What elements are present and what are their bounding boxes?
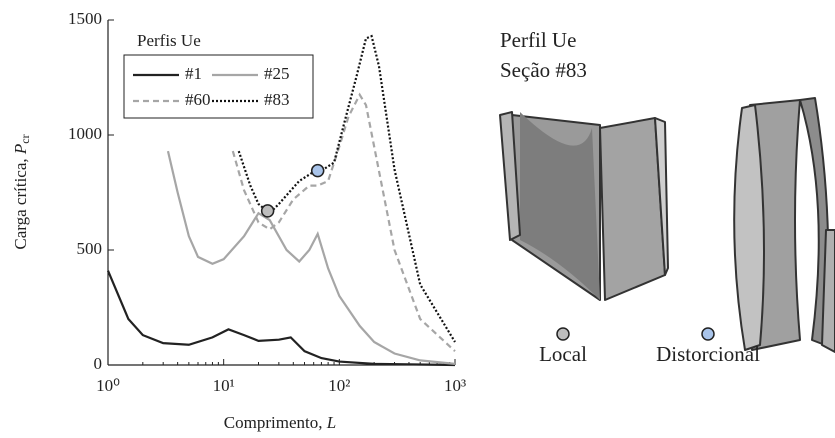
x-axis-label: Comprimento, L (224, 413, 336, 432)
x-axis-label-text: Comprimento, (224, 413, 327, 432)
series-line (231, 92, 456, 353)
y-tick-label: 1000 (68, 124, 102, 143)
x-tick-label: 10³ (444, 376, 466, 395)
legend-label: #1 (185, 64, 202, 83)
distortional-buckling-shape (733, 97, 835, 353)
x-tick-label: 10² (328, 376, 350, 395)
marker (310, 163, 325, 178)
legend-label: #25 (264, 64, 290, 83)
y-axis-label-text: Carga crítica, (11, 154, 30, 250)
y-tick-label: 500 (77, 239, 103, 258)
series-line (166, 150, 456, 365)
legend-label: #60 (185, 90, 211, 109)
series-line (106, 270, 456, 367)
y-tick-label: 1500 (68, 9, 102, 28)
marker-key (701, 327, 715, 341)
local-buckling-shape (499, 111, 669, 301)
legend-label: #83 (264, 90, 290, 109)
x-axis-label-symbol: L (326, 413, 336, 432)
y-axis-label-subscript: cr (18, 134, 32, 143)
marker-key (556, 327, 570, 341)
panel-title: Perfil Ue (500, 28, 576, 52)
marker (260, 204, 275, 218)
y-tick-label: 0 (94, 354, 103, 373)
x-tick-label: 10¹ (213, 376, 235, 395)
y-axis-label: Carga crítica, Pcr (11, 134, 32, 249)
y-axis-label-symbol: P (11, 144, 30, 155)
panel-subtitle: Seção #83 (500, 58, 587, 82)
legend-box (123, 54, 314, 119)
x-tick-label: 10⁰ (96, 376, 120, 395)
marker-label: Distorcional (656, 342, 760, 366)
legend-title: Perfis Ue (137, 31, 201, 50)
marker-label: Local (539, 342, 587, 366)
